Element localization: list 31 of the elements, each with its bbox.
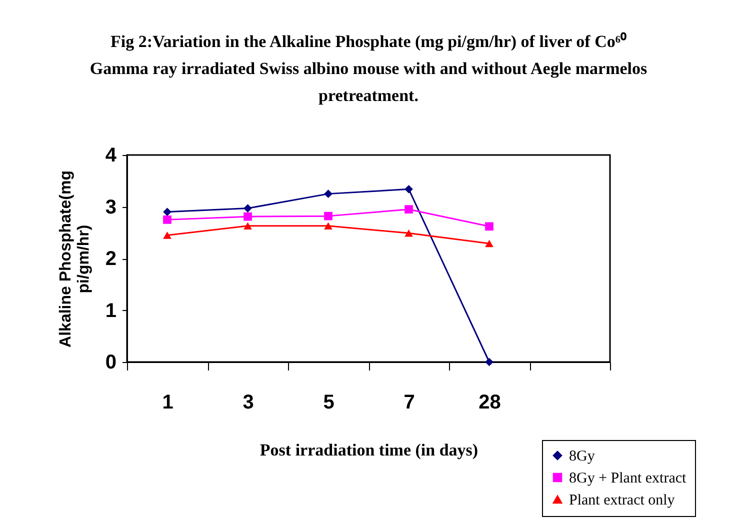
point xyxy=(485,240,494,248)
y-tick-label: 1 xyxy=(105,300,116,322)
legend-label: 8Gy + Plant extract xyxy=(569,470,688,486)
legend-label: Plant extract only xyxy=(569,492,676,508)
point xyxy=(163,208,172,216)
x-tick-label: 3 xyxy=(242,392,254,414)
y-axis-title: Alkaline Phosphate(mg pi/gm/hr) xyxy=(57,170,92,348)
point xyxy=(163,216,172,224)
point xyxy=(324,222,332,230)
point xyxy=(324,190,332,198)
point xyxy=(244,212,252,221)
legend-label: 8Gy xyxy=(569,448,596,464)
point xyxy=(163,232,172,239)
point xyxy=(485,222,494,231)
chart-title: Fig 2:Variation in the Alkaline Phosphate (mg pi/gm/hr) of liver of Co⁶⁰ Gamma ray irradiated Swiss albino mouse with and without Aegle marmelos pretreatment. xyxy=(90,32,648,105)
x-tick-label: 5 xyxy=(323,392,334,414)
point xyxy=(485,358,494,366)
point xyxy=(404,184,413,194)
x-tick-label: 7 xyxy=(404,392,415,414)
x-axis-title: Post irradiation time (in days) xyxy=(260,440,478,460)
x-tick-label: 1 xyxy=(162,392,174,414)
point xyxy=(404,230,413,237)
y-tick-label: 4 xyxy=(105,144,118,166)
point xyxy=(404,205,413,214)
x-tick-label: 28 xyxy=(478,392,501,414)
y-tick-label: 2 xyxy=(105,248,116,270)
point xyxy=(244,222,252,230)
point xyxy=(244,204,252,212)
y-tick-label: 0 xyxy=(105,352,116,374)
y-tick-label: 3 xyxy=(105,196,116,218)
point xyxy=(324,212,332,220)
